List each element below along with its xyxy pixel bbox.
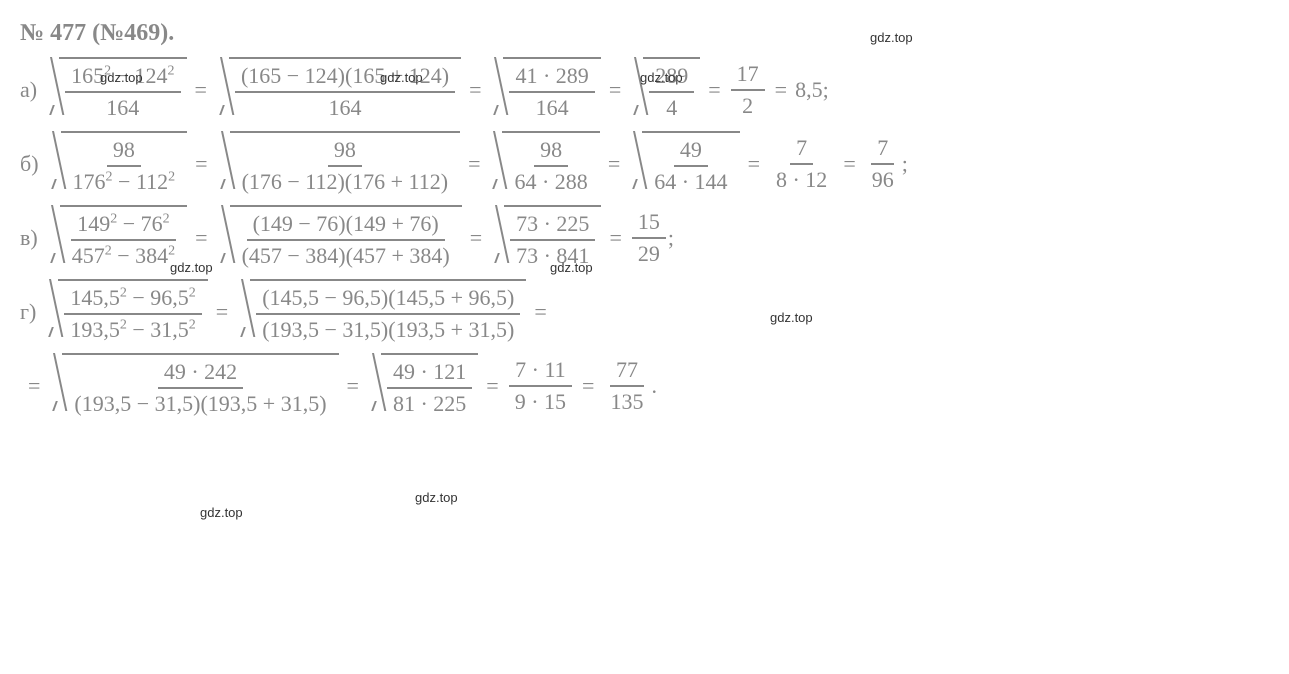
line-g-1: г) 145,52 − 96,52 193,52 − 31,52 = (145,… (20, 279, 1269, 345)
equals: = (775, 77, 787, 103)
equals: = (534, 299, 546, 325)
end-g: . (651, 373, 657, 399)
equals: = (195, 77, 207, 103)
equals: = (708, 77, 720, 103)
sqrt-b-3: 98 64 · 288 (488, 131, 599, 197)
sqrt-a-3: 41 · 289 164 (489, 57, 600, 123)
sqrt-a-1: 1652 − 1242 164 (45, 57, 186, 123)
equals: = (195, 225, 207, 251)
end-b: ; (902, 151, 908, 177)
sqrt-a-4: 289 4 (629, 57, 700, 123)
equals: = (843, 151, 855, 177)
sqrt-v-2: (149 − 76)(149 + 76) (457 − 384)(457 + 3… (216, 205, 462, 271)
sqrt-a-2: (165 − 124)(165 + 124) 164 (215, 57, 461, 123)
watermark-text: gdz.top (200, 505, 243, 520)
equals: = (469, 77, 481, 103)
label-a: а) (20, 77, 37, 103)
label-b: б) (20, 151, 39, 177)
end-a: ; (823, 77, 829, 103)
sqrt-b-4: 49 64 · 144 (628, 131, 739, 197)
sqrt-g-3: 49 · 242 (193,5 − 31,5)(193,5 + 31,5) (48, 353, 338, 419)
equals: = (28, 373, 40, 399)
frac-v-4: 15 29 (632, 207, 666, 269)
sqrt-v-1: 1492 − 762 4572 − 3842 (46, 205, 187, 271)
label-v: в) (20, 225, 38, 251)
equals: = (468, 151, 480, 177)
equals: = (609, 225, 621, 251)
sqrt-g-4: 49 · 121 81 · 225 (367, 353, 478, 419)
sqrt-g-1: 145,52 − 96,52 193,52 − 31,52 (44, 279, 207, 345)
label-g: г) (20, 299, 36, 325)
equals: = (347, 373, 359, 399)
sqrt-b-1: 98 1762 − 1122 (47, 131, 188, 197)
line-b: б) 98 1762 − 1122 = 98 (176 − 112)(176 +… (20, 131, 1269, 197)
frac-a-5: 17 2 (731, 59, 765, 121)
equals: = (748, 151, 760, 177)
equals: = (608, 151, 620, 177)
frac-g-5: 7 · 11 9 · 15 (509, 355, 572, 417)
equals: = (582, 373, 594, 399)
line-a: а) 1652 − 1242 164 = (165 − 124)(165 + 1… (20, 57, 1269, 123)
result-a: 8,5 (795, 77, 823, 103)
equals: = (195, 151, 207, 177)
equals: = (216, 299, 228, 325)
frac-b-6: 7 96 (866, 133, 900, 195)
equals: = (486, 373, 498, 399)
equals: = (609, 77, 621, 103)
problem-title: № 477 (№469). (20, 20, 1269, 47)
frac-g-6: 77 135 (604, 355, 649, 417)
sqrt-g-2: (145,5 − 96,5)(145,5 + 96,5) (193,5 − 31… (236, 279, 526, 345)
sqrt-b-2: 98 (176 − 112)(176 + 112) (216, 131, 461, 197)
line-g-2: = 49 · 242 (193,5 − 31,5)(193,5 + 31,5) … (20, 353, 1269, 419)
end-v: ; (668, 225, 674, 251)
sqrt-v-3: 73 · 225 73 · 841 (490, 205, 601, 271)
watermark-text: gdz.top (415, 490, 458, 505)
frac-b-5: 7 8 · 12 (770, 133, 833, 195)
line-v: в) 1492 − 762 4572 − 3842 = (149 − 76)(1… (20, 205, 1269, 271)
equals: = (470, 225, 482, 251)
